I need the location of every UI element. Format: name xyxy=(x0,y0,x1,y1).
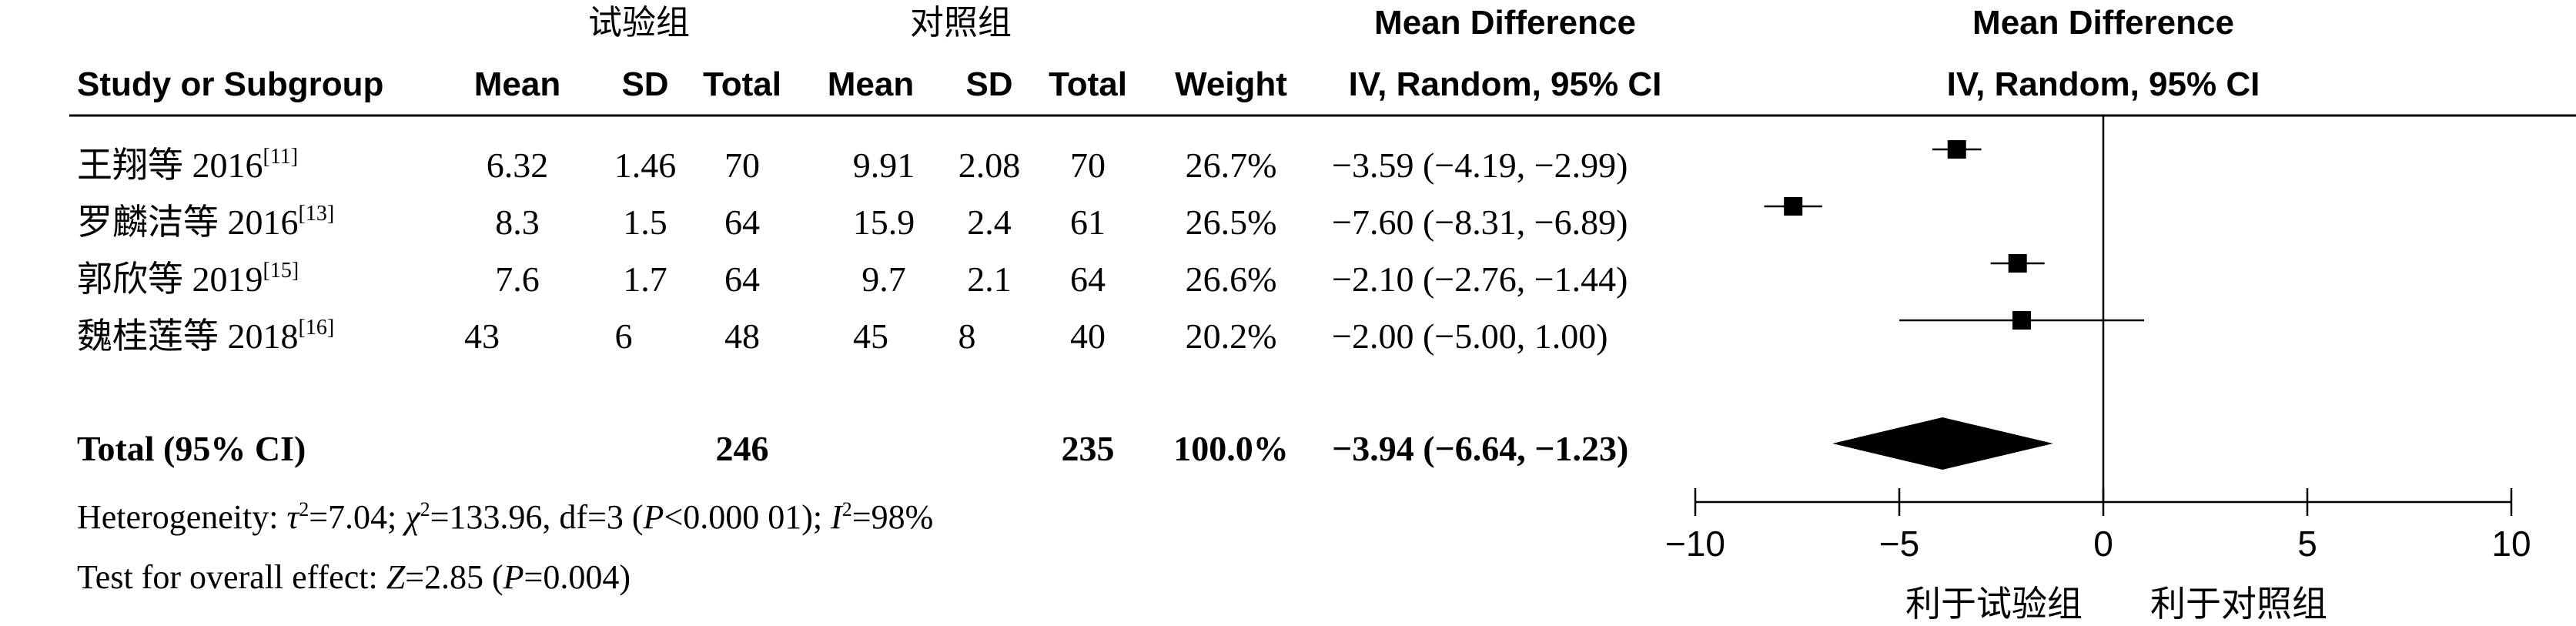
x-axis-tick-label: −5 xyxy=(1879,524,1919,564)
col-study-header: Study or Subgroup xyxy=(77,65,383,103)
ctrl-mean: 15.9 xyxy=(853,203,915,242)
ctrl-total: 61 xyxy=(1070,203,1106,242)
col-exp-mean-header: Mean xyxy=(474,65,560,103)
study-ci-text: −2.00 (−5.00, 1.00) xyxy=(1332,316,1608,356)
col-exp-total-header: Total xyxy=(703,65,781,103)
ctrl-total: 64 xyxy=(1070,259,1106,299)
ctrl-sd: 2.08 xyxy=(958,146,1021,185)
total-label: Total (95% CI) xyxy=(77,429,306,468)
total-weight: 100.0% xyxy=(1173,429,1289,468)
study-ref: [15] xyxy=(263,259,299,283)
study-point-estimate xyxy=(1784,197,1803,216)
ctrl-sd: 8 xyxy=(958,316,976,356)
ctrl-group-header: 对照组 xyxy=(910,4,1012,42)
exp-total: 48 xyxy=(724,316,760,356)
exp-sd: 1.46 xyxy=(614,146,677,185)
overall-effect-test: Test for overall effect: Z=2.85 (P=0.004… xyxy=(77,558,631,596)
exp-total: 64 xyxy=(724,203,760,242)
exp-mean: 8.3 xyxy=(495,203,540,242)
col-ctrl-sd-header: SD xyxy=(965,65,1012,103)
study-point-estimate xyxy=(1947,140,1966,159)
exp-mean: 43 xyxy=(464,316,500,356)
study-ref: [11] xyxy=(263,145,299,169)
forest-plot-area: −10 −5 0 5 10 xyxy=(1665,115,2531,564)
ctrl-sd: 2.4 xyxy=(967,203,1012,242)
exp-mean: 6.32 xyxy=(487,146,549,185)
exp-sd: 1.5 xyxy=(623,203,667,242)
col-md-method-header: IV, Random, 95% CI xyxy=(1349,65,1662,103)
study-point-estimate xyxy=(2012,311,2031,330)
exp-total: 70 xyxy=(724,146,760,185)
total-ci-text: −3.94 (−6.64, −1.23) xyxy=(1332,429,1628,468)
study-name: 王翔等 2016[11] xyxy=(77,145,298,185)
col-weight-header: Weight xyxy=(1175,65,1287,103)
exp-sd: 6 xyxy=(615,316,633,356)
ctrl-mean: 9.7 xyxy=(861,259,906,299)
study-ci-text: −7.60 (−8.31, −6.89) xyxy=(1332,203,1628,242)
heterogeneity-stats: Heterogeneity: τ2=7.04; χ2=133.96, df=3 … xyxy=(77,498,933,536)
study-weight: 26.7% xyxy=(1186,146,1277,185)
study-point-estimate xyxy=(2008,254,2027,273)
x-axis-tick-label: −10 xyxy=(1665,524,1725,564)
plot-column-title: Mean Difference xyxy=(1972,4,2234,42)
study-name: 罗麟洁等 2016[13] xyxy=(77,202,334,242)
x-axis-tick-label: 5 xyxy=(2297,524,2317,564)
study-name: 魏桂莲等 2018[16] xyxy=(77,316,334,356)
ctrl-mean: 9.91 xyxy=(853,146,915,185)
md-column-title: Mean Difference xyxy=(1374,4,1636,42)
x-axis-tick-label: 0 xyxy=(2093,524,2113,564)
total-exp-count: 246 xyxy=(716,429,769,468)
pooled-estimate-diamond xyxy=(1832,417,2053,470)
total-ctrl-count: 235 xyxy=(1062,429,1115,468)
study-weight: 26.5% xyxy=(1186,203,1277,242)
study-ref: [13] xyxy=(299,202,335,226)
ctrl-sd: 2.1 xyxy=(967,259,1012,299)
exp-total: 64 xyxy=(724,259,760,299)
col-ctrl-mean-header: Mean xyxy=(828,65,914,103)
col-ctrl-total-header: Total xyxy=(1049,65,1127,103)
ctrl-total: 70 xyxy=(1070,146,1106,185)
exp-mean: 7.6 xyxy=(495,259,540,299)
study-name: 郭欣等 2019[15] xyxy=(77,259,299,299)
x-axis-tick-label: 10 xyxy=(2491,524,2531,564)
col-exp-sd-header: SD xyxy=(621,65,668,103)
ctrl-total: 40 xyxy=(1070,316,1106,356)
favours-experimental-label: 利于试验组 xyxy=(1905,584,2083,624)
study-ci-text: −2.10 (−2.76, −1.44) xyxy=(1332,259,1628,299)
study-ref: [16] xyxy=(299,316,335,340)
ctrl-mean: 45 xyxy=(853,316,888,356)
study-ci-text: −3.59 (−4.19, −2.99) xyxy=(1332,146,1628,185)
study-weight: 20.2% xyxy=(1186,316,1277,356)
study-weight: 26.6% xyxy=(1186,259,1277,299)
plot-method-header: IV, Random, 95% CI xyxy=(1947,65,2260,103)
exp-group-header: 试验组 xyxy=(588,4,690,42)
exp-sd: 1.7 xyxy=(623,259,667,299)
favours-control-label: 利于对照组 xyxy=(2150,584,2327,624)
